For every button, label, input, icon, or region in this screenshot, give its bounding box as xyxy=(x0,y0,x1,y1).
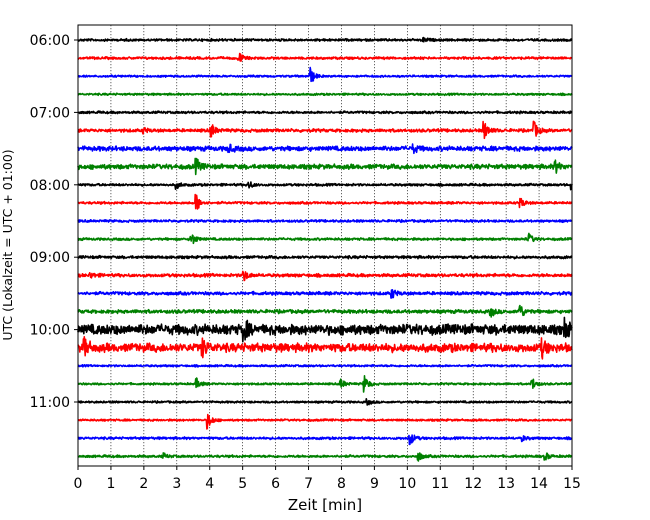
y-axis-label: UTC (Lokalzeit = UTC + 01:00) xyxy=(0,149,15,340)
y-tick-label-3: 09:00 xyxy=(30,250,70,266)
x-tick-label-5: 5 xyxy=(238,476,247,492)
trace-23 xyxy=(77,452,573,462)
trace-13 xyxy=(77,270,573,282)
plot-frame xyxy=(77,24,573,467)
trace-0 xyxy=(77,36,573,43)
x-tick-label-9: 9 xyxy=(370,476,379,492)
x-tick-label-1: 1 xyxy=(106,476,115,492)
x-tick-label-13: 13 xyxy=(497,476,515,492)
trace-18 xyxy=(77,363,573,368)
trace-12 xyxy=(77,254,573,260)
trace-6 xyxy=(77,143,573,155)
x-tick-label-6: 6 xyxy=(271,476,280,492)
x-axis-ticks: 0 1 2 3 4 5 6 7 8 9 10 11 12 13 14 15 xyxy=(74,466,581,492)
trace-4 xyxy=(77,110,573,115)
trace-7 xyxy=(77,157,573,176)
x-tick-label-10: 10 xyxy=(398,476,416,492)
trace-1 xyxy=(77,52,573,62)
trace-20 xyxy=(77,398,573,406)
x-tick-label-3: 3 xyxy=(172,476,181,492)
x-tick-label-12: 12 xyxy=(464,476,482,492)
trace-16 xyxy=(77,316,573,343)
y-axis-ticks: 06:00 07:00 08:00 09:00 10:00 11:00 xyxy=(30,33,78,411)
x-tick-label-15: 15 xyxy=(563,476,581,492)
y-tick-label-0: 06:00 xyxy=(30,33,70,49)
y-tick-label-5: 11:00 xyxy=(30,395,70,411)
trace-21 xyxy=(77,413,573,430)
x-axis-label: Zeit [min] xyxy=(288,496,362,514)
trace-17 xyxy=(77,336,573,360)
grid-layer xyxy=(110,25,540,466)
x-tick-label-2: 2 xyxy=(139,476,148,492)
trace-9 xyxy=(77,193,573,210)
trace-8 xyxy=(77,181,573,191)
y-tick-label-1: 07:00 xyxy=(30,105,70,121)
trace-2 xyxy=(77,66,573,83)
trace-11 xyxy=(77,232,573,245)
trace-10 xyxy=(77,218,573,224)
x-tick-label-8: 8 xyxy=(337,476,346,492)
x-tick-label-4: 4 xyxy=(205,476,214,492)
x-tick-label-7: 7 xyxy=(304,476,313,492)
x-tick-label-14: 14 xyxy=(530,476,548,492)
x-tick-label-11: 11 xyxy=(431,476,449,492)
trace-5 xyxy=(77,120,573,140)
trace-3 xyxy=(77,92,573,97)
trace-19 xyxy=(77,375,573,393)
y-tick-label-4: 10:00 xyxy=(30,323,70,339)
trace-layer xyxy=(77,36,573,462)
y-tick-label-2: 08:00 xyxy=(30,178,70,194)
x-tick-label-0: 0 xyxy=(74,476,83,492)
trace-22 xyxy=(77,434,573,446)
trace-15 xyxy=(77,304,573,318)
trace-14 xyxy=(77,289,573,299)
